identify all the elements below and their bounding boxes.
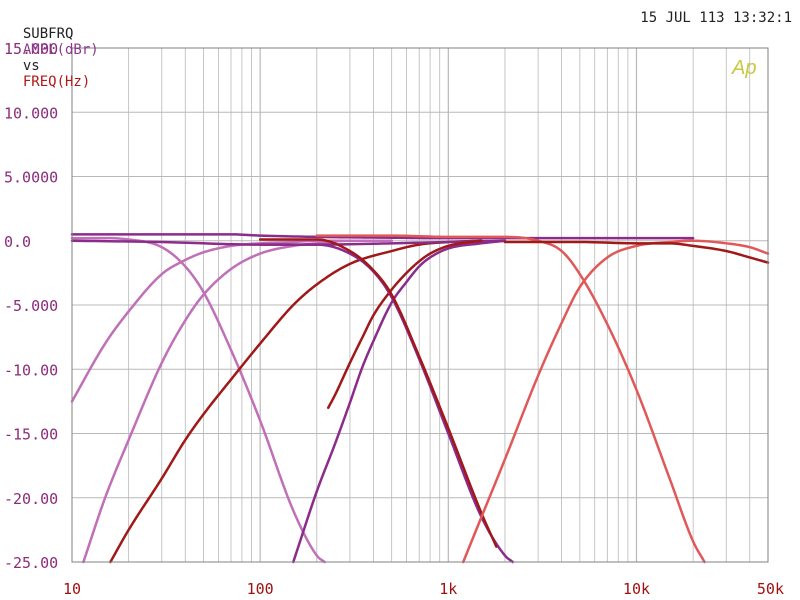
timestamp: 15 JUL 113 13:32:1 (640, 10, 792, 26)
series-line-7 (292, 239, 507, 564)
plot-frame (71, 47, 769, 563)
x-tick-label: 10k (623, 580, 650, 598)
series-line-3 (82, 239, 393, 564)
grid-layer (72, 48, 768, 562)
y-tick-label: -25.00 (4, 554, 58, 572)
y-tick-label: -20.00 (4, 490, 58, 508)
y-tick-label: 5.0000 (4, 169, 58, 187)
tick-label-layer: 15.000 10.000 5.0000 0.0 -5.000 -10.00 -15.00 -… (4, 40, 784, 598)
y-tick-label: -15.00 (4, 426, 58, 444)
series-line-4 (109, 239, 483, 564)
series-line-1 (70, 236, 326, 564)
y-tick-label: -10.00 (4, 361, 58, 379)
x-tick-label: 10 (63, 580, 81, 598)
series-line-11 (315, 234, 706, 564)
series-line-9 (258, 243, 514, 564)
chart-title: SUBFRQ AMPL(dBr) vs FREQ(Hz) (6, 10, 99, 90)
series-line-5 (70, 233, 695, 240)
series-line-12 (461, 239, 770, 564)
x-tick-label: 100 (247, 580, 274, 598)
y-tick-label: 0.0 (4, 233, 31, 251)
series-line-13 (503, 240, 770, 264)
x-tick-label: 1k (439, 580, 457, 598)
y-tick-label: 15.000 (4, 40, 58, 58)
series-line-10 (258, 238, 498, 548)
y-tick-label: -5.000 (4, 297, 58, 315)
series-layer (70, 233, 770, 564)
y-quantity-label: AMPL(dBr) (22, 42, 99, 58)
y-tick-label: 10.000 (4, 104, 58, 122)
x-tick-label: 50k (757, 580, 784, 598)
x-quantity-label: FREQ(Hz) (22, 74, 91, 90)
ap-watermark: Ap (731, 57, 756, 79)
title-prefix: SUBFRQ (22, 26, 74, 42)
series-line-8 (326, 239, 483, 410)
vs-label: vs (22, 58, 40, 74)
